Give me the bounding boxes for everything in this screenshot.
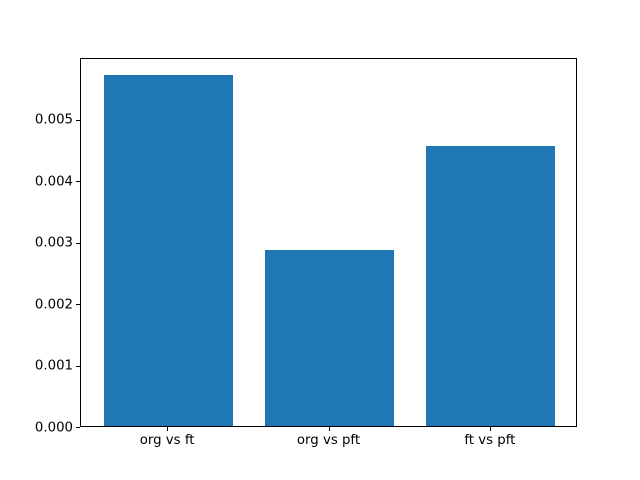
y-tick-mark — [76, 119, 80, 121]
bar-org-vs-pft — [264, 249, 395, 426]
y-axis-tick-label: 0.002 — [34, 297, 73, 312]
y-tick-mark — [76, 365, 80, 367]
x-axis-tick-label: org vs ft — [139, 433, 195, 448]
y-axis-tick-label: 0.003 — [34, 235, 73, 251]
y-axis-tick-label: 0.004 — [34, 174, 73, 189]
x-tick-mark — [328, 427, 330, 431]
bar-org-vs-ft — [103, 74, 233, 426]
y-tick-mark — [76, 242, 80, 244]
y-tick-mark — [76, 304, 80, 305]
x-tick-mark — [489, 427, 491, 431]
bar-ft-vs-pft — [426, 145, 556, 426]
y-axis-tick-label: 0.001 — [34, 358, 73, 374]
x-axis-tick-label: ft vs pft — [464, 433, 516, 448]
y-tick-mark — [76, 427, 80, 428]
y-axis-tick-label: 0.005 — [34, 112, 73, 128]
plot-area — [80, 58, 577, 427]
x-tick-mark — [167, 427, 169, 431]
y-axis-tick-label: 0.000 — [34, 420, 73, 435]
y-tick-mark — [76, 181, 80, 182]
x-axis-tick-label: org vs pft — [296, 433, 361, 448]
